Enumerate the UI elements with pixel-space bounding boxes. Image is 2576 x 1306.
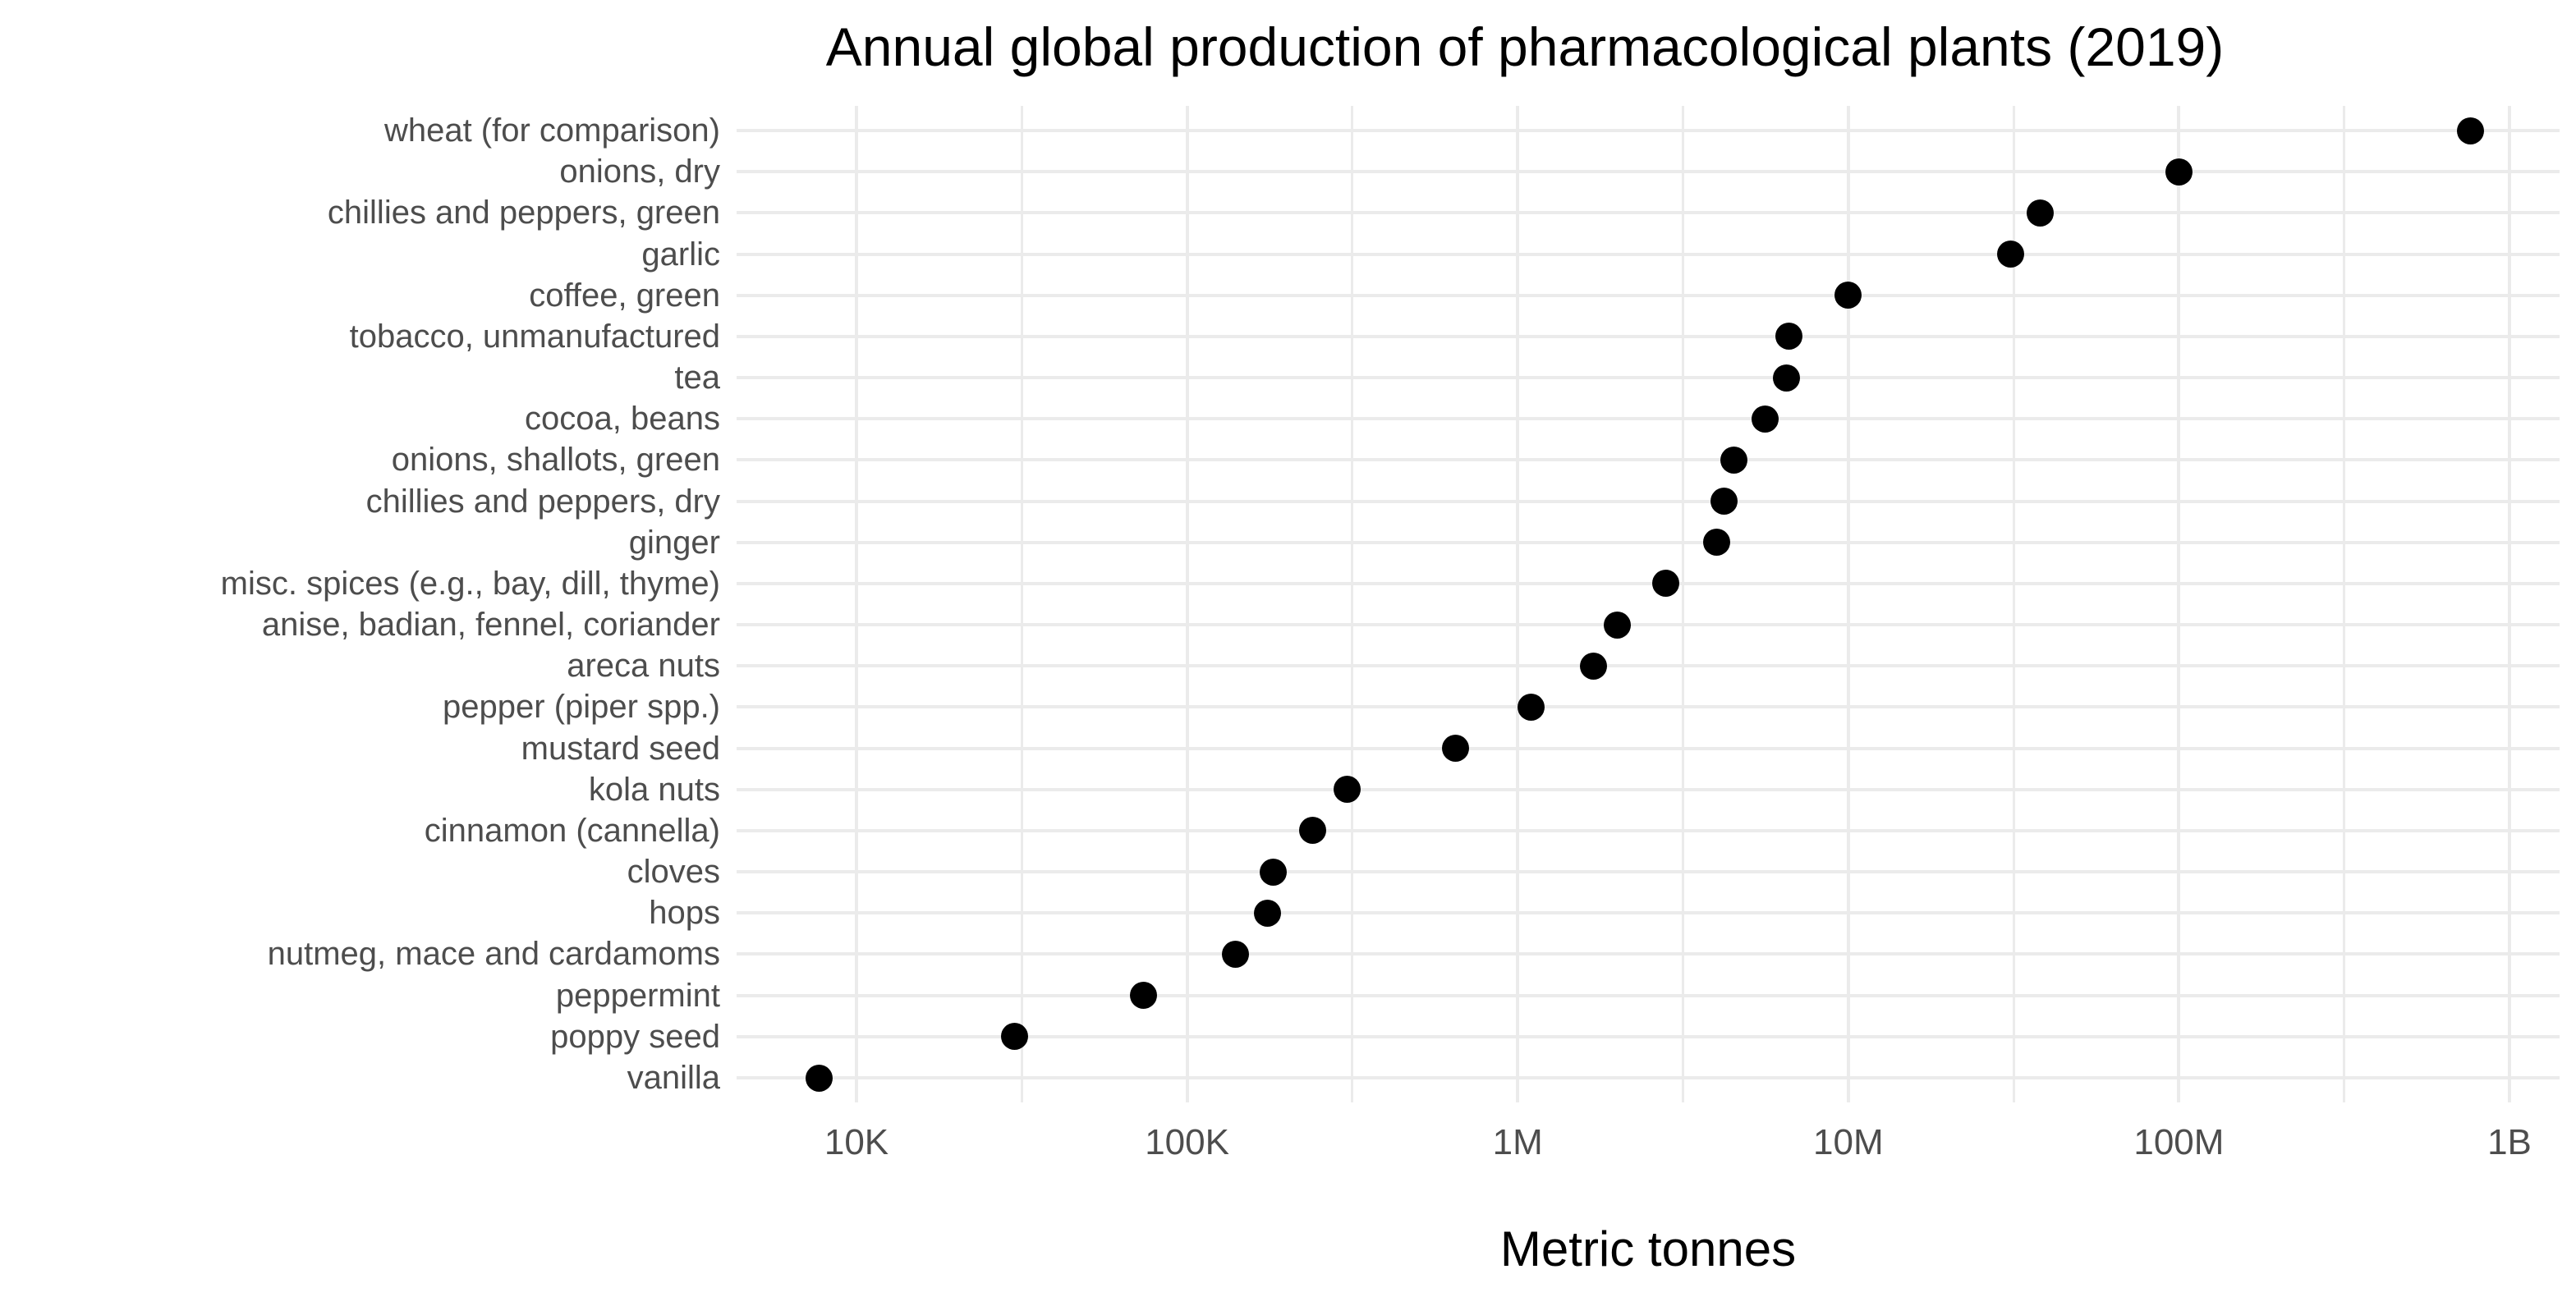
data-point — [1221, 940, 1249, 968]
row-gridline — [737, 870, 2560, 874]
x-minor-gridline — [2343, 106, 2346, 1102]
x-minor-gridline — [2012, 106, 2015, 1102]
y-axis-label: tea — [674, 360, 720, 396]
data-point — [1299, 817, 1327, 845]
data-point — [2456, 117, 2484, 144]
y-axis-label: kola nuts — [588, 771, 720, 808]
x-axis-tick-label: 10M — [1813, 1122, 1884, 1162]
row-gridline — [737, 581, 2560, 585]
y-axis-label: ginger — [628, 524, 720, 561]
x-major-gridline — [1846, 106, 1850, 1102]
data-point — [1253, 899, 1281, 927]
y-axis-label: anise, badian, fennel, coriander — [261, 607, 720, 644]
data-point — [1130, 982, 1158, 1010]
row-gridline — [737, 664, 2560, 668]
x-axis-tick-label: 100M — [2133, 1122, 2225, 1162]
data-point — [805, 1064, 833, 1092]
row-gridline — [737, 952, 2560, 956]
data-point — [1603, 611, 1631, 639]
data-point — [1580, 652, 1608, 680]
data-point — [1751, 405, 1779, 433]
y-axis-label: cinnamon (cannella) — [424, 812, 720, 849]
data-point — [1772, 364, 1800, 392]
row-gridline — [737, 334, 2560, 338]
row-gridline — [737, 746, 2560, 750]
chart-title: Annual global production of pharmacologi… — [825, 16, 2225, 77]
row-gridline — [737, 540, 2560, 544]
row-gridline — [737, 1076, 2560, 1079]
row-gridline — [737, 170, 2560, 174]
x-minor-gridline — [1020, 106, 1023, 1102]
y-axis-label: mustard seed — [521, 730, 720, 767]
data-point — [1518, 693, 1545, 721]
x-axis-title: Metric tonnes — [1499, 1221, 1797, 1276]
y-axis-label: pepper (piper spp.) — [443, 689, 720, 726]
y-axis-label: onions, dry — [559, 154, 720, 190]
data-point — [1334, 776, 1361, 804]
row-gridline — [737, 252, 2560, 256]
data-point — [1651, 570, 1679, 598]
row-gridline — [737, 499, 2560, 503]
row-gridline — [737, 211, 2560, 215]
y-axis-label: cloves — [627, 854, 720, 891]
x-axis-tick-label: 10K — [824, 1122, 889, 1162]
row-gridline — [737, 129, 2560, 132]
x-minor-gridline — [1682, 106, 1684, 1102]
data-point — [1997, 241, 2025, 268]
y-axis-label: wheat (for comparison) — [383, 112, 720, 149]
x-minor-gridline — [1351, 106, 1354, 1102]
y-axis-label: coffee, green — [529, 277, 720, 314]
row-gridline — [737, 828, 2560, 832]
row-gridline — [737, 458, 2560, 462]
y-axis-label: poppy seed — [550, 1018, 720, 1055]
data-point — [1703, 529, 1731, 557]
data-point — [1000, 1023, 1028, 1051]
row-gridline — [737, 623, 2560, 627]
data-point — [1720, 446, 1747, 474]
data-point — [1259, 858, 1287, 886]
data-point — [1710, 488, 1738, 516]
x-major-gridline — [2177, 106, 2181, 1102]
y-axis-label: chillies and peppers, green — [327, 195, 720, 231]
row-gridline — [737, 1034, 2560, 1038]
data-point — [2026, 199, 2054, 227]
x-axis-tick-label: 1M — [1492, 1122, 1543, 1162]
y-axis-label: onions, shallots, green — [391, 442, 720, 479]
y-axis-label: areca nuts — [567, 648, 720, 685]
row-gridline — [737, 993, 2560, 997]
y-axis-label: hops — [649, 895, 720, 932]
data-point — [2165, 158, 2193, 186]
data-point — [1442, 735, 1470, 763]
data-point — [1775, 323, 1802, 351]
y-axis-label: tobacco, unmanufactured — [349, 318, 720, 355]
row-gridline — [737, 376, 2560, 380]
row-gridline — [737, 911, 2560, 915]
row-gridline — [737, 417, 2560, 421]
y-axis-label: vanilla — [627, 1060, 720, 1096]
y-axis-label: garlic — [641, 236, 720, 273]
y-axis-label: chillies and peppers, dry — [365, 483, 720, 520]
x-major-gridline — [855, 106, 858, 1102]
y-axis-label: nutmeg, mace and cardamoms — [267, 936, 720, 973]
data-point — [1834, 282, 1862, 309]
plot-panel — [737, 106, 2560, 1102]
x-major-gridline — [2508, 106, 2511, 1102]
x-major-gridline — [1185, 106, 1189, 1102]
row-gridline — [737, 293, 2560, 297]
row-gridline — [737, 705, 2560, 709]
x-major-gridline — [1516, 106, 1520, 1102]
row-gridline — [737, 787, 2560, 791]
y-axis-label: cocoa, beans — [525, 401, 720, 438]
x-axis-tick-label: 100K — [1145, 1122, 1229, 1162]
y-axis-label: misc. spices (e.g., bay, dill, thyme) — [220, 565, 720, 602]
y-axis-label: peppermint — [555, 977, 720, 1014]
x-axis-tick-label: 1B — [2487, 1122, 2532, 1162]
